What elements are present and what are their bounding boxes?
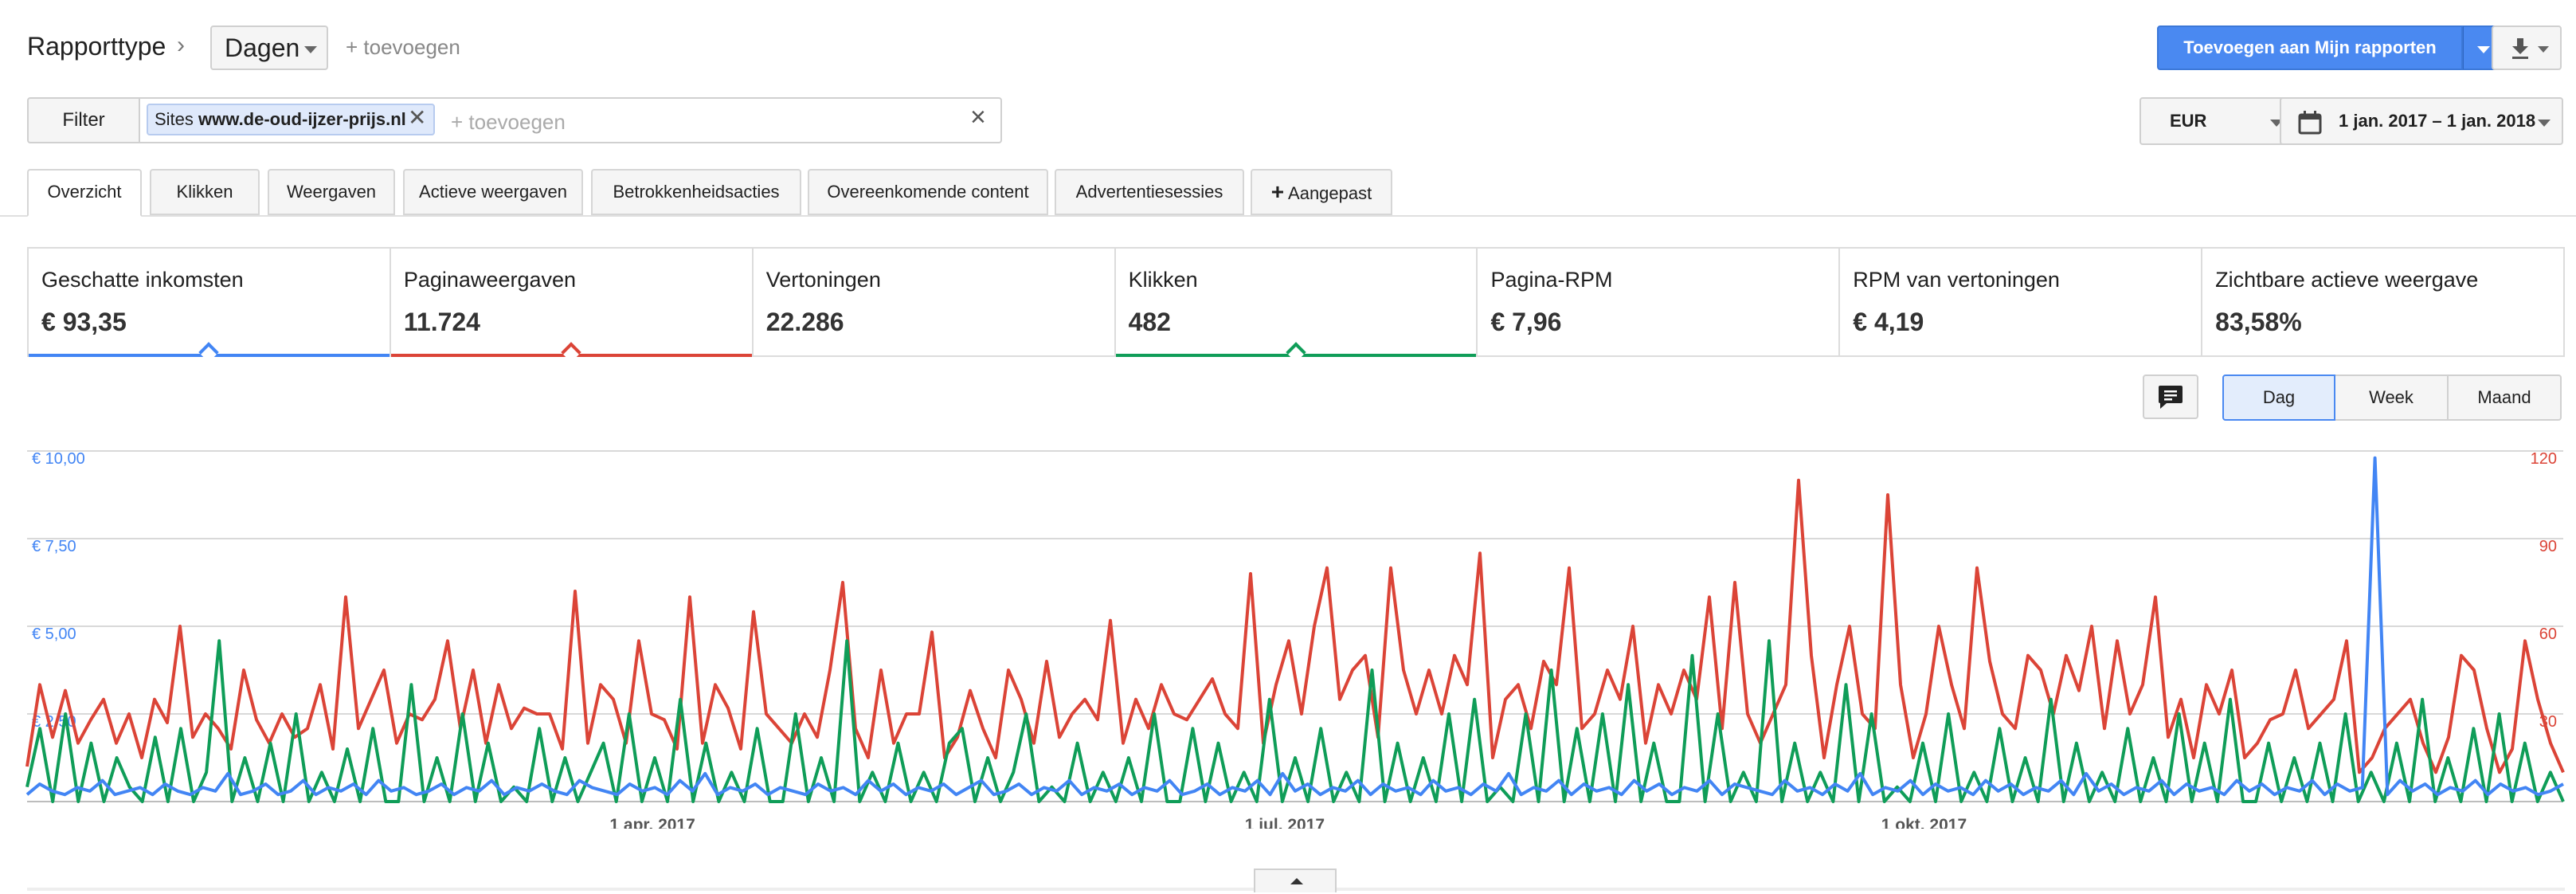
report-type-label: Rapporttype <box>27 32 166 61</box>
metric-selected-notch <box>1286 342 1306 363</box>
caret-down-icon <box>2538 120 2551 127</box>
caret-down-icon <box>304 46 317 53</box>
add-to-my-reports-button[interactable]: Toevoegen aan Mijn rapporten <box>2157 25 2463 70</box>
tab-advertentiesessies[interactable]: Advertentiesessies <box>1055 169 1244 215</box>
tab-klikken[interactable]: Klikken <box>150 169 260 215</box>
metric-cards: Geschatte inkomsten € 93,35 Paginaweerga… <box>27 247 2565 363</box>
metric-card-pageviews[interactable]: Paginaweergaven 11.724 <box>390 249 754 363</box>
plus-icon: + <box>1270 179 1285 204</box>
y-left-tick-label: € 10,00 <box>32 450 85 468</box>
metric-value: € 7,96 <box>1490 308 1562 336</box>
currency-dropdown[interactable]: EUR <box>2139 97 2299 145</box>
metric-selected-notch <box>561 342 582 363</box>
currency-value: EUR <box>2170 111 2207 131</box>
filter-chip-prefix: Sites <box>155 109 194 129</box>
download-icon <box>2512 38 2549 59</box>
series-line-geschatte-inkomsten <box>25 456 2564 797</box>
tab-overeenkomende-content[interactable]: Overeenkomende content <box>808 169 1048 215</box>
y-left-tick-label: € 7,50 <box>32 538 76 555</box>
metric-card-revenue[interactable]: Geschatte inkomsten € 93,35 <box>29 249 391 363</box>
series-line-paginaweergaven <box>25 478 2565 774</box>
metric-card-impression-rpm[interactable]: RPM van vertoningen € 4,19 <box>1840 249 2203 355</box>
close-icon[interactable]: ✕ <box>408 105 427 130</box>
metric-label: Geschatte inkomsten <box>41 268 244 292</box>
granularity-day-button[interactable]: Dag <box>2222 374 2335 421</box>
metric-card-active-view[interactable]: Zichtbare actieve weergave 83,58% <box>2202 249 2563 355</box>
clear-filter-icon[interactable]: × <box>970 102 986 132</box>
tab-divider <box>0 215 2576 217</box>
calendar-icon <box>2298 111 2322 135</box>
metric-selected-notch <box>198 342 220 363</box>
x-tick-label: 1 okt. 2017 <box>1881 816 1967 829</box>
y-right-tick-label: 90 <box>2539 538 2557 555</box>
y-left-tick-label: € 5,00 <box>32 625 76 643</box>
filter-button[interactable]: Filter <box>27 97 140 143</box>
granularity-dropdown-value: Dagen <box>225 33 300 62</box>
x-tick-label: 1 apr. 2017 <box>609 816 695 829</box>
date-range-value: 1 jan. 2017 – 1 jan. 2018 <box>2339 111 2536 131</box>
metric-label: Klikken <box>1128 268 1198 292</box>
y-right-tick-label: 60 <box>2539 625 2557 643</box>
tab-betrokkenheidsacties[interactable]: Betrokkenheidsacties <box>591 169 801 215</box>
caret-down-icon <box>2270 120 2283 127</box>
metric-label: RPM van vertoningen <box>1853 268 2060 292</box>
comment-icon <box>2159 386 2183 409</box>
granularity-month-button[interactable]: Maand <box>2449 374 2562 421</box>
metric-value: € 93,35 <box>41 308 127 336</box>
date-range-picker[interactable]: 1 jan. 2017 – 1 jan. 2018 <box>2280 97 2563 145</box>
metric-value: 22.286 <box>765 308 844 336</box>
collapse-chart-button[interactable] <box>1254 869 1337 892</box>
metric-value: € 4,19 <box>1853 308 1924 336</box>
caret-down-icon <box>2477 46 2490 53</box>
x-tick-label: 1 jul. 2017 <box>1245 816 1325 829</box>
metric-label: Vertoningen <box>765 268 881 292</box>
tab-actieve-weergaven[interactable]: Actieve weergaven <box>403 169 583 215</box>
metric-card-page-rpm[interactable]: Pagina-RPM € 7,96 <box>1478 249 1841 355</box>
granularity-week-button[interactable]: Week <box>2335 374 2449 421</box>
metric-card-clicks[interactable]: Klikken 482 <box>1115 249 1478 363</box>
granularity-dropdown[interactable]: Dagen <box>210 25 328 70</box>
chevron-up-icon <box>1290 878 1303 884</box>
tab-weergaven[interactable]: Weergaven <box>268 169 395 215</box>
annotation-button[interactable] <box>2143 374 2198 419</box>
tab-aangepast-label: Aangepast <box>1288 183 1372 203</box>
metric-label: Pagina-RPM <box>1490 268 1613 292</box>
filter-chip[interactable]: Sites www.de-oud-ijzer-prijs.nl <box>147 104 435 135</box>
metric-value: 482 <box>1128 308 1171 336</box>
filter-add-placeholder[interactable]: + toevoegen <box>451 110 566 134</box>
download-button[interactable] <box>2492 25 2562 70</box>
add-dimension-link[interactable]: + toevoegen <box>346 35 460 59</box>
chevron-right-icon: › <box>177 32 185 58</box>
filter-chip-site: www.de-oud-ijzer-prijs.nl <box>198 109 406 129</box>
metric-card-impressions[interactable]: Vertoningen 22.286 <box>754 249 1116 355</box>
tab-aangepast[interactable]: + Aangepast <box>1251 169 1392 215</box>
tab-overzicht[interactable]: Overzicht <box>27 169 142 217</box>
metric-label: Paginaweergaven <box>403 268 577 292</box>
y-right-tick-label: 120 <box>2531 450 2557 468</box>
metric-value: 83,58% <box>2215 308 2302 336</box>
metric-value: 11.724 <box>403 308 480 336</box>
series-line-klikken <box>25 639 2565 803</box>
metric-label: Zichtbare actieve weergave <box>2215 268 2479 292</box>
